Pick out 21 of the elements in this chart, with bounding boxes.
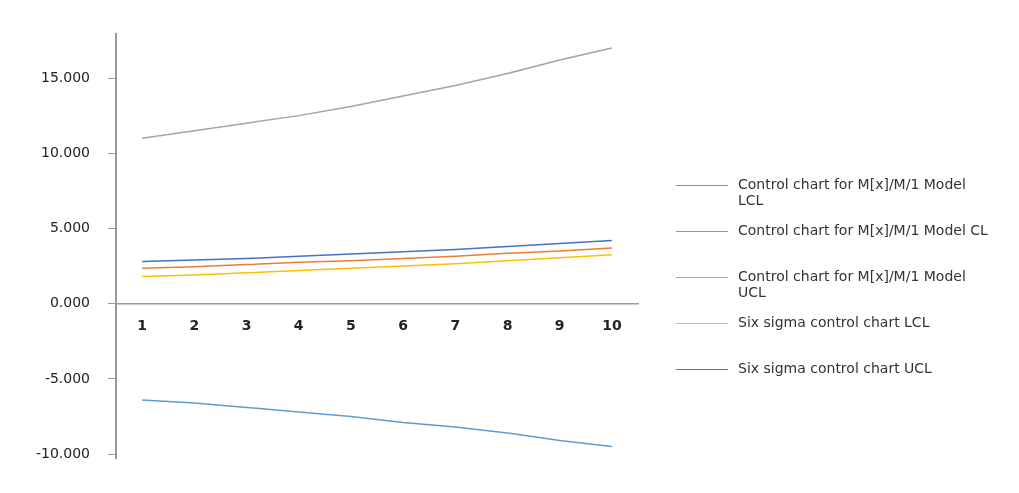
y-tick-label: 15.000 [41,68,91,85]
x-tick-label: 7 [450,316,461,333]
y-tick-label: -10.000 [35,444,91,461]
x-tick-label: 2 [189,316,200,333]
y-tick-label: 10.000 [41,143,91,160]
legend-label: Six sigma control chart UCL [738,360,933,376]
x-tick-label: 1 [137,316,148,333]
legend-label: Control chart for M[x]/M/1 Model CL [738,222,988,238]
legend-label: Six sigma control chart LCL [738,314,931,330]
y-tick-label: 5.000 [49,219,91,236]
x-tick-label: 6 [398,316,408,333]
legend-label: Control chart for M[x]/M/1 Model LCL [738,176,967,208]
x-tick-label: 5 [346,316,356,333]
x-tick-label: 8 [502,316,513,333]
legend-label: Control chart for M[x]/M/1 Model UCL [738,268,967,300]
x-tick-label: 10 [602,316,622,333]
x-tick-label: 3 [241,316,252,333]
y-tick-label: -5.000 [44,369,91,386]
y-tick-label: 0.000 [49,294,91,311]
x-tick-label: 4 [293,316,304,333]
x-tick-label: 9 [554,316,565,333]
